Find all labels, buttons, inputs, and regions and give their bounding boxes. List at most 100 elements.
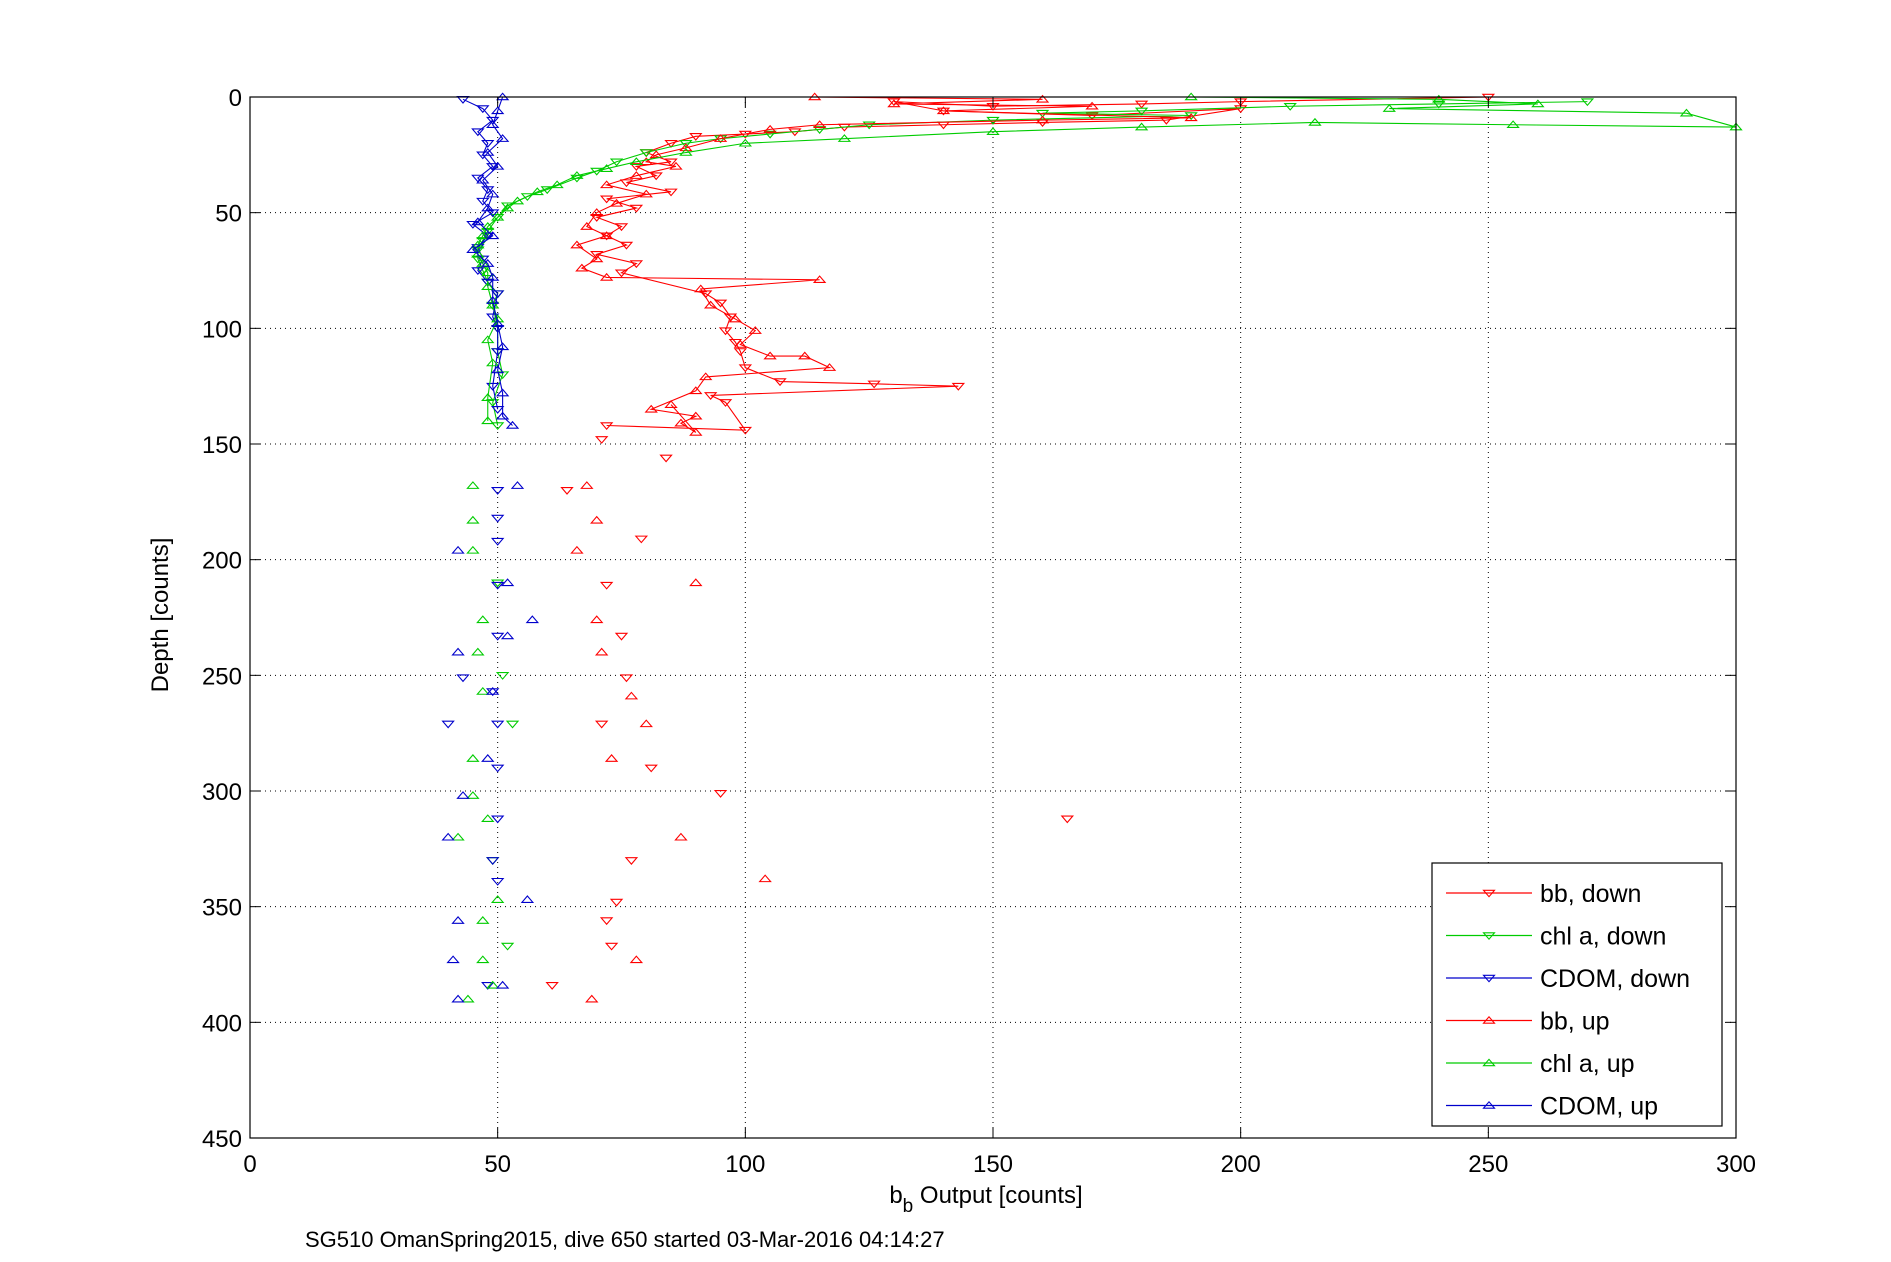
data-point xyxy=(451,994,465,1003)
data-point xyxy=(481,335,495,344)
data-point xyxy=(1184,113,1198,122)
data-point xyxy=(456,674,470,683)
data-point xyxy=(550,180,564,189)
data-point xyxy=(471,647,485,656)
data-point xyxy=(1134,122,1149,131)
data-point xyxy=(495,388,510,397)
data-point xyxy=(599,180,614,189)
data-point xyxy=(486,272,500,281)
data-point xyxy=(624,857,639,865)
data-point xyxy=(748,326,762,334)
data-point xyxy=(1035,94,1050,103)
data-point xyxy=(713,134,728,142)
data-point xyxy=(664,158,678,167)
data-point xyxy=(466,245,480,253)
y-tick-label: 400 xyxy=(202,1010,242,1037)
data-point xyxy=(495,411,510,420)
data-point xyxy=(525,615,540,624)
data-point xyxy=(590,615,604,624)
data-point xyxy=(619,179,634,188)
data-point xyxy=(481,982,495,990)
data-point xyxy=(1506,120,1520,129)
data-point xyxy=(634,535,649,544)
data-point xyxy=(476,197,490,206)
x-tick-label: 150 xyxy=(973,1151,1013,1178)
data-point xyxy=(590,515,604,524)
data-point xyxy=(451,545,465,554)
data-point xyxy=(674,832,688,841)
data-point xyxy=(590,214,604,222)
data-point xyxy=(1679,108,1694,117)
data-point xyxy=(490,422,505,431)
data-point xyxy=(1531,99,1545,108)
legend-box xyxy=(1431,862,1723,1127)
data-point xyxy=(639,157,653,166)
data-point xyxy=(451,915,465,924)
data-point xyxy=(490,106,505,115)
data-point xyxy=(758,874,772,883)
data-point xyxy=(936,106,951,115)
legend-marker xyxy=(1482,1015,1496,1024)
data-point xyxy=(471,267,485,276)
data-point xyxy=(495,980,510,989)
data-point xyxy=(500,631,515,640)
data-point xyxy=(629,171,644,179)
data-point xyxy=(590,251,604,259)
x-tick-label: 0 xyxy=(243,1151,256,1178)
series-chl-a-up xyxy=(451,92,1743,1003)
data-point xyxy=(986,127,1000,135)
data-point xyxy=(490,290,505,299)
data-point xyxy=(738,364,753,373)
data-point xyxy=(629,955,644,964)
data-point xyxy=(599,422,614,431)
data-point xyxy=(481,282,495,290)
data-point xyxy=(505,420,520,429)
data-point xyxy=(599,195,614,204)
data-point xyxy=(664,400,678,408)
data-point xyxy=(659,454,673,463)
data-point xyxy=(689,427,703,436)
y-tick-label: 450 xyxy=(202,1126,242,1153)
series-cdom-down xyxy=(441,96,505,990)
data-point xyxy=(490,632,505,641)
data-point xyxy=(476,105,490,114)
data-point xyxy=(590,254,604,263)
data-point xyxy=(763,351,777,360)
data-point xyxy=(510,196,525,205)
data-point xyxy=(629,204,644,213)
data-point xyxy=(490,579,505,588)
data-point xyxy=(599,581,614,590)
data-point xyxy=(490,319,505,327)
data-point xyxy=(495,672,510,680)
data-point xyxy=(594,720,609,729)
data-point xyxy=(585,994,599,1003)
data-point xyxy=(570,240,584,249)
data-point xyxy=(1283,102,1297,111)
data-point xyxy=(471,249,485,258)
data-point xyxy=(486,116,500,125)
data-point xyxy=(476,231,490,240)
data-point xyxy=(1085,101,1099,110)
data-point xyxy=(476,686,490,695)
data-point xyxy=(1382,104,1396,112)
data-point xyxy=(679,143,693,152)
data-point xyxy=(580,221,594,230)
data-point xyxy=(481,232,495,241)
data-point xyxy=(456,791,470,799)
data-point xyxy=(619,241,634,250)
data-point xyxy=(599,231,614,240)
data-point xyxy=(604,754,619,762)
data-point xyxy=(481,139,495,148)
legend-marker xyxy=(1482,889,1496,898)
data-point xyxy=(481,203,495,212)
data-point xyxy=(614,223,629,232)
data-point xyxy=(594,647,609,656)
data-point xyxy=(887,98,901,107)
legend-label: chl a, up xyxy=(1540,1050,1635,1078)
data-point xyxy=(812,120,827,129)
data-point xyxy=(649,172,663,181)
data-point xyxy=(500,203,515,212)
data-point xyxy=(476,955,490,964)
data-point xyxy=(887,99,901,108)
